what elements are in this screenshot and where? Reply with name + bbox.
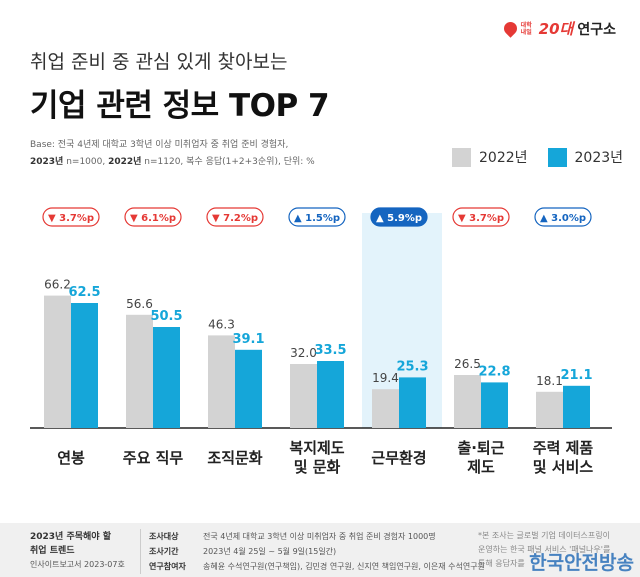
- footer-value: 전국 4년제 대학교 3학년 이상 미취업자 중 취업 준비 경험자 1000명: [203, 532, 436, 541]
- bar: [454, 375, 481, 428]
- footer-report: 2023년 주목해야 할 취업 트렌드 인사이트보고서 2023-07호: [30, 530, 125, 572]
- logo-line1: 대학: [520, 21, 532, 29]
- category-label: 근무환경: [371, 449, 426, 467]
- change-label: ▲ 3.0%p: [540, 213, 586, 224]
- footer-disclaimer-line3: 통해 응답자를: [478, 559, 525, 568]
- category-label: 복지제도: [289, 439, 344, 457]
- data-label: 62.5: [68, 285, 100, 300]
- data-label: 19.4: [372, 371, 399, 385]
- data-label: 50.5: [150, 309, 182, 324]
- change-badge: [288, 207, 346, 227]
- category-label: 주요 직무: [123, 449, 184, 467]
- watermark: 한국안전방송: [529, 552, 634, 574]
- footer-report-line2: 취업 트렌드: [30, 546, 75, 556]
- data-label: 39.1: [232, 332, 264, 347]
- footer-disclaimer-line2: 운영하는 한국 패널 서비스 '패널나우'를: [478, 545, 611, 554]
- data-label: 66.2: [44, 278, 71, 292]
- change-label: ▲ 5.9%p: [376, 213, 422, 224]
- logo-name: 연구소: [577, 21, 616, 38]
- base-2022-label: 2022년: [108, 157, 142, 167]
- bar: [71, 303, 98, 428]
- location-pin-icon: [500, 19, 520, 38]
- footer-survey-info: 조사대상 전국 4년제 대학교 3학년 이상 미취업자 중 취업 준비 경험자 …: [140, 529, 485, 574]
- category-label: 조직문화: [207, 449, 262, 467]
- bar: [372, 389, 399, 428]
- footer-report-line3: 인사이트보고서 2023-07호: [30, 560, 125, 569]
- category-label: 및 문화: [294, 458, 341, 476]
- footer-value: 송혜윤 수석연구원(연구책임), 김민경 연구원, 신지연 책임연구원, 이은재…: [203, 562, 485, 571]
- footer-key: 조사대상: [149, 532, 179, 541]
- bar: [563, 385, 590, 428]
- bar: [399, 377, 426, 428]
- footer-disclaimer: *본 조사는 글로벌 기업 데이터스프링이 운영하는 한국 패널 서비스 '패널…: [478, 529, 628, 571]
- legend: 2022년 2023년: [452, 147, 623, 167]
- bar: [235, 349, 262, 428]
- category-label: 및 서비스: [533, 458, 594, 476]
- change-label: ▲ 1.5%p: [294, 213, 340, 224]
- change-badge: [124, 207, 182, 227]
- change-badge: [206, 207, 264, 227]
- logo-number: 20대: [538, 20, 574, 38]
- legend-item-2023: 2023년: [547, 147, 624, 167]
- data-label: 32.0: [290, 346, 317, 360]
- logo-small-text: 대학 내일: [521, 22, 535, 36]
- data-label: 26.5: [454, 357, 481, 371]
- bar: [536, 391, 563, 428]
- change-label: ▼ 3.7%p: [458, 213, 504, 224]
- bar: [317, 361, 344, 428]
- category-label: 연봉: [57, 449, 85, 467]
- footer-row-researchers: 연구참여자 송혜윤 수석연구원(연구책임), 김민경 연구원, 신지연 책임연구…: [149, 559, 485, 574]
- footer-value: 2023년 4월 25일 ~ 5월 9일(15일간): [203, 547, 337, 556]
- bar: [481, 382, 508, 428]
- footer-row-target: 조사대상 전국 4년제 대학교 3학년 이상 미취업자 중 취업 준비 경험자 …: [149, 529, 485, 544]
- data-label: 46.3: [208, 317, 235, 331]
- category-label: 주력 제품: [533, 439, 594, 457]
- data-label: 18.1: [536, 374, 563, 388]
- bar: [208, 335, 235, 428]
- data-label: 33.5: [314, 343, 346, 358]
- footer-key: 연구참여자: [149, 562, 186, 571]
- footer-report-line1: 2023년 주목해야 할: [30, 532, 111, 542]
- category-label: 제도: [467, 458, 495, 476]
- footer-disclaimer-line1: *본 조사는 글로벌 기업 데이터스프링이: [478, 531, 610, 540]
- bar: [126, 314, 153, 428]
- base-2022-n: n=1120, 복수 응답(1+2+3순위), 단위: %: [141, 157, 315, 167]
- base-2023-n: n=1000,: [63, 157, 109, 167]
- change-badge: [534, 207, 592, 227]
- base-note: Base: 전국 4년제 대학교 3학년 이상 미취업자 중 취업 준비 경험자…: [30, 137, 315, 171]
- bar: [290, 364, 317, 428]
- chart-subtitle: 취업 준비 중 관심 있게 찾아보는: [30, 51, 288, 73]
- legend-swatch-2022: [452, 147, 471, 167]
- bar: [44, 295, 71, 428]
- category-label: 출·퇴근: [457, 439, 504, 457]
- base-2023-label: 2023년: [30, 157, 64, 167]
- bar-chart: ▼ 3.7%p 66.262.5 연봉 ▼ 6.1%p 56.650.5 주요 직무 ▼ 7…: [30, 207, 612, 476]
- change-label: ▼ 6.1%p: [130, 213, 176, 224]
- change-badge: [370, 207, 428, 227]
- footer-row-period: 조사기간 2023년 4월 25일 ~ 5월 9일(15일간): [149, 544, 485, 559]
- footer: 2023년 주목해야 할 취업 트렌드 인사이트보고서 2023-07호 조사대…: [0, 523, 640, 577]
- legend-item-2022: 2022년: [452, 147, 528, 167]
- bar: [153, 327, 180, 428]
- chart-title: 기업 관련 정보 TOP 7: [30, 88, 330, 124]
- change-badge: [42, 207, 100, 227]
- data-label: 21.1: [560, 368, 592, 383]
- logo[interactable]: 대학 내일 20대 연구소: [500, 18, 616, 39]
- legend-label-2022: 2022년: [479, 150, 528, 166]
- change-label: ▼ 3.7%p: [48, 213, 94, 224]
- change-label: ▼ 7.2%p: [212, 213, 258, 224]
- base-line-1: Base: 전국 4년제 대학교 3학년 이상 미취업자 중 취업 준비 경험자…: [30, 140, 289, 150]
- logo-line2: 내일: [520, 28, 532, 36]
- data-label: 25.3: [396, 359, 428, 374]
- header: 대학 내일 20대 연구소 취업 준비 중 관심 있게 찾아보는 기업 관련 정…: [0, 0, 640, 200]
- data-label: 56.6: [126, 297, 153, 311]
- legend-label-2023: 2023년: [574, 150, 624, 166]
- change-badge: [452, 207, 510, 227]
- legend-swatch-2023: [547, 147, 567, 167]
- data-label: 22.8: [478, 364, 510, 379]
- footer-key: 조사기간: [149, 547, 179, 556]
- base-line-2: 2023년 n=1000, 2022년 n=1120, 복수 응답(1+2+3순…: [30, 154, 315, 171]
